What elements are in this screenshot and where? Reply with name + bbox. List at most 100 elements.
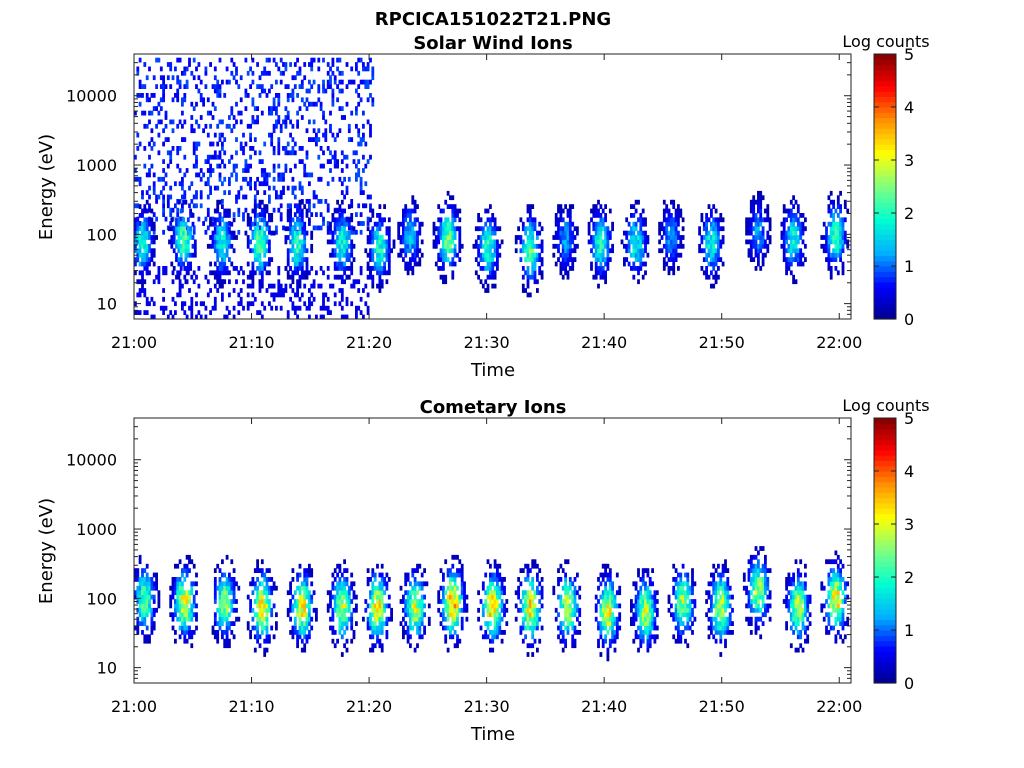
heatmap-cell (282, 172, 285, 178)
heatmap-cell (604, 230, 607, 236)
heatmap-cell (141, 568, 144, 573)
heatmap-cell (446, 204, 450, 209)
heatmap-cell (799, 226, 803, 232)
heatmap-cell (192, 146, 196, 151)
cometary-panel: Cometary Ions 21:00 21:10 21:20 21:30 21:40 2… (36, 396, 930, 745)
heatmap-cell (491, 213, 495, 218)
heatmap-cell (308, 572, 311, 578)
heatmap-cell (141, 581, 144, 587)
heatmap-cell (561, 274, 565, 280)
heatmap-cell (305, 616, 309, 622)
heatmap-cell (519, 235, 523, 240)
heatmap-cell (310, 248, 314, 254)
heatmap-cell (564, 625, 567, 631)
heatmap-cell (528, 239, 532, 245)
heatmap-cell (223, 314, 227, 320)
heatmap-cell (192, 203, 196, 209)
heatmap-cell (197, 310, 201, 315)
heatmap-cell (533, 590, 537, 596)
heatmap-cell (632, 252, 636, 258)
heatmap-cell (221, 181, 224, 187)
heatmap-cell (213, 235, 217, 240)
heatmap-cell (514, 616, 518, 622)
heatmap-cell (192, 603, 196, 609)
heatmap-cell (561, 235, 565, 240)
heatmap-cell (528, 208, 532, 214)
heatmap-cell (599, 581, 603, 587)
heatmap-cell (230, 585, 234, 591)
heatmap-cell (268, 590, 271, 596)
heatmap-cell (150, 581, 154, 587)
heatmap-cell (625, 257, 629, 262)
heatmap-cell (141, 257, 144, 262)
heatmap-cell (721, 217, 725, 223)
heatmap-cell (822, 221, 826, 227)
heatmap-cell (183, 310, 187, 315)
heatmap-cell (453, 581, 457, 587)
heatmap-cell (418, 616, 422, 622)
heatmap-cell (399, 599, 403, 604)
heatmap-cell (568, 577, 572, 582)
heatmap-cell (235, 279, 238, 285)
heatmap-cell (260, 625, 264, 631)
heatmap-cell (559, 204, 563, 209)
heatmap-cell (152, 607, 156, 613)
heatmap-cell (420, 252, 424, 258)
heatmap-cell (413, 248, 417, 254)
heatmap-cell (162, 88, 165, 94)
heatmap-cell (263, 176, 267, 182)
heatmap-cell (439, 252, 443, 258)
heatmap-cell (437, 217, 441, 223)
heatmap-cell (634, 221, 638, 227)
heatmap-cell (439, 266, 443, 271)
heatmap-cell (317, 57, 321, 63)
heatmap-cell (216, 88, 220, 94)
heatmap-cell (183, 621, 187, 626)
heatmap-cell (801, 252, 805, 258)
heatmap-cell (604, 599, 607, 604)
heatmap-cell (458, 572, 462, 578)
heatmap-cell (712, 274, 716, 280)
heatmap-cell (369, 625, 372, 631)
heatmap-cell (524, 248, 527, 254)
heatmap-cell (364, 84, 368, 89)
heatmap-cell (189, 208, 192, 214)
heatmap-cell (230, 559, 234, 565)
heatmap-cell (246, 163, 250, 169)
heatmap-cell (533, 625, 537, 631)
heatmap-cell (336, 585, 339, 591)
heatmap-cell (170, 261, 174, 267)
heatmap-cell (263, 599, 267, 604)
heatmap-cell (566, 594, 570, 600)
heatmap-cell (148, 66, 151, 72)
heatmap-cell (477, 235, 480, 240)
heatmap-cell (322, 292, 325, 298)
heatmap-cell (298, 199, 302, 205)
heatmap-cell (143, 235, 147, 240)
heatmap-cell (298, 590, 302, 596)
heatmap-cell (272, 106, 276, 111)
heatmap-cell (181, 625, 184, 631)
heatmap-cell (293, 75, 297, 81)
heatmap-cell (141, 230, 144, 236)
heatmap-cell (289, 283, 292, 289)
heatmap-cell (533, 594, 537, 600)
heatmap-cell (251, 607, 255, 613)
heatmap-cell (171, 585, 175, 591)
heatmap-cell (362, 190, 365, 195)
heatmap-cell (296, 230, 299, 236)
heatmap-cell (291, 93, 295, 98)
heatmap-cell (557, 612, 560, 618)
heatmap-cell (404, 621, 408, 626)
heatmap-cell (637, 594, 640, 600)
heatmap-cell (256, 257, 259, 262)
heatmap-cell (352, 159, 356, 164)
heatmap-cell (672, 221, 676, 227)
heatmap-cell (662, 208, 666, 214)
heatmap-cell (256, 590, 259, 596)
heatmap-cell (836, 230, 840, 236)
heatmap-cell (145, 266, 149, 271)
heatmap-cell (211, 239, 215, 245)
y-tick-label: 10 (97, 295, 117, 314)
heatmap-cell (521, 568, 525, 573)
